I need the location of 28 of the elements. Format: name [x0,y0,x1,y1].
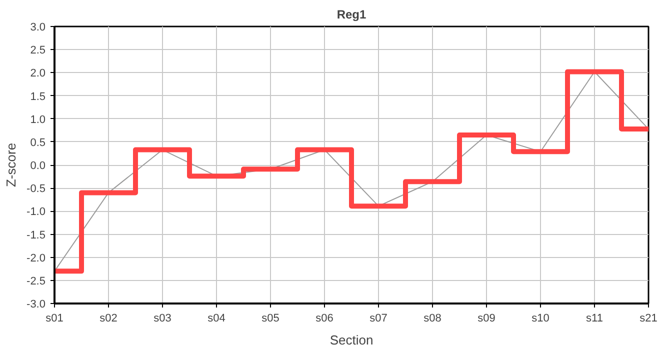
y-tick-label: -0.5 [26,183,46,196]
y-tick-label: -3.0 [26,298,46,310]
x-axis-title: Section [330,332,374,348]
y-tick-label: 2.5 [30,44,46,57]
x-tick-label: s07 [370,312,388,324]
x-tick-label: s01 [46,312,64,324]
y-tick-label: -2.5 [26,275,46,288]
x-tick-label: s03 [154,312,172,324]
x-tick-label: s21 [640,312,658,324]
y-tick-label: -2.0 [26,252,46,264]
x-tick-label: s09 [478,312,496,324]
y-tick-label: 2.0 [30,68,46,80]
x-tick-label: s11 [586,312,603,324]
x-tick-label: s02 [100,312,118,324]
x-tick-label: s04 [208,312,226,324]
x-tick-label: s08 [424,312,442,324]
y-tick-label: 0.5 [30,136,46,149]
y-tick-label: -1.0 [26,206,46,218]
y-tick-label: 1.5 [30,90,46,103]
x-tick-label: s05 [262,312,280,324]
chart-title: Reg1 [336,8,366,22]
y-tick-label: -1.5 [26,229,46,242]
y-tick-label: 3.0 [30,22,46,34]
x-tick-label: s06 [316,312,334,324]
y-tick-label: 1.0 [30,114,46,126]
y-axis-title: Z-score [4,142,19,188]
x-tick-label: s10 [532,312,550,324]
y-tick-label: 0.0 [30,160,46,172]
